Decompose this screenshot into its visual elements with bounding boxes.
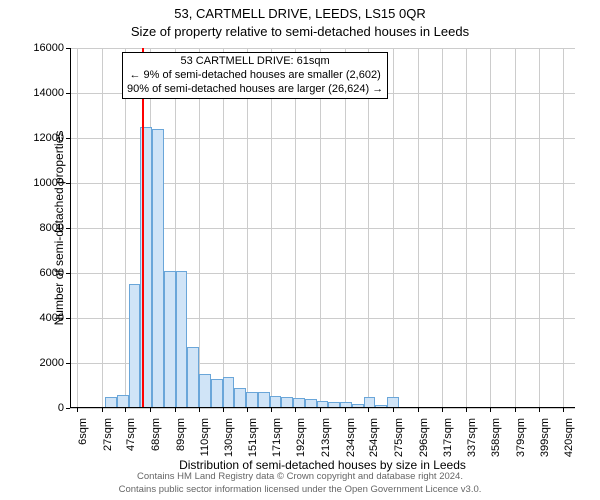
y-tick-label: 16000: [33, 42, 70, 54]
gridline-v: [368, 48, 369, 408]
histogram-bar: [187, 347, 199, 408]
histogram-bar: [117, 395, 129, 409]
histogram-bar: [234, 388, 246, 408]
x-axis-label: Distribution of semi-detached houses by …: [70, 458, 575, 472]
histogram-bar: [258, 392, 270, 408]
x-tick-mark: [515, 408, 516, 412]
x-tick-label: 130sqm: [223, 414, 235, 457]
x-tick-mark: [442, 408, 443, 412]
chart-title-main: 53, CARTMELL DRIVE, LEEDS, LS15 0QR: [0, 6, 600, 21]
footer-line-2: Contains public sector information licen…: [0, 484, 600, 495]
gridline-v: [563, 48, 564, 408]
gridline-v: [125, 48, 126, 408]
y-tick-label: 4000: [40, 312, 70, 324]
gridline-v: [102, 48, 103, 408]
plot-area: Number of semi-detached properties 02000…: [70, 48, 575, 408]
gridline-v: [490, 48, 491, 408]
chart-title-sub: Size of property relative to semi-detach…: [0, 24, 600, 39]
x-tick-mark: [539, 408, 540, 412]
x-tick-mark: [77, 408, 78, 412]
x-tick-label: 234sqm: [345, 414, 357, 457]
x-tick-label: 399sqm: [539, 414, 551, 457]
x-tick-mark: [295, 408, 296, 412]
x-tick-label: 110sqm: [199, 414, 211, 456]
gridline-v: [320, 48, 321, 408]
histogram-bar: [211, 379, 223, 408]
x-tick-label: 275sqm: [393, 414, 405, 457]
gridline-v: [223, 48, 224, 408]
x-tick-mark: [490, 408, 491, 412]
x-tick-mark: [223, 408, 224, 412]
x-tick-mark: [102, 408, 103, 412]
histogram-bar: [199, 374, 211, 408]
x-tick-label: 254sqm: [368, 414, 380, 457]
x-tick-label: 337sqm: [466, 414, 478, 457]
gridline-v: [199, 48, 200, 408]
x-axis-line: [70, 407, 575, 408]
gridline-v: [442, 48, 443, 408]
annotation-line: 90% of semi-detached houses are larger (…: [127, 83, 383, 97]
x-tick-mark: [199, 408, 200, 412]
y-tick-label: 10000: [33, 177, 70, 189]
x-tick-label: 68sqm: [150, 414, 162, 451]
gridline-v: [418, 48, 419, 408]
gridline-v: [271, 48, 272, 408]
x-tick-mark: [125, 408, 126, 412]
gridline-v: [515, 48, 516, 408]
gridline-h: [70, 408, 575, 409]
annotation-line: 53 CARTMELL DRIVE: 61sqm: [127, 55, 383, 69]
histogram-bar: [223, 377, 235, 409]
x-tick-mark: [563, 408, 564, 412]
x-tick-label: 420sqm: [563, 414, 575, 457]
histogram-bar: [129, 284, 141, 408]
property-marker-line: [142, 48, 144, 408]
x-tick-mark: [466, 408, 467, 412]
chart-container: 53, CARTMELL DRIVE, LEEDS, LS15 0QR Size…: [0, 0, 600, 500]
x-tick-mark: [150, 408, 151, 412]
x-tick-label: 213sqm: [320, 414, 332, 457]
gridline-v: [393, 48, 394, 408]
x-tick-mark: [393, 408, 394, 412]
y-tick-label: 14000: [33, 87, 70, 99]
histogram-bar: [152, 129, 164, 408]
y-tick-label: 6000: [40, 267, 70, 279]
y-axis-line: [70, 48, 71, 408]
y-tick-label: 8000: [40, 222, 70, 234]
histogram-bar: [164, 271, 176, 408]
x-tick-label: 27sqm: [102, 414, 114, 451]
annotation-box: 53 CARTMELL DRIVE: 61sqm← 9% of semi-det…: [122, 52, 388, 99]
x-tick-mark: [345, 408, 346, 412]
gridline-v: [345, 48, 346, 408]
y-tick-label: 0: [58, 402, 70, 414]
x-tick-label: 379sqm: [515, 414, 527, 457]
y-tick-label: 12000: [33, 132, 70, 144]
x-tick-label: 192sqm: [295, 414, 307, 457]
x-tick-mark: [247, 408, 248, 412]
x-tick-mark: [175, 408, 176, 412]
gridline-h: [70, 48, 575, 49]
gridline-v: [77, 48, 78, 408]
x-tick-label: 151sqm: [247, 414, 259, 457]
x-tick-mark: [320, 408, 321, 412]
x-tick-label: 317sqm: [442, 414, 454, 457]
x-tick-mark: [368, 408, 369, 412]
x-tick-label: 47sqm: [125, 414, 137, 451]
gridline-v: [539, 48, 540, 408]
gridline-v: [466, 48, 467, 408]
x-tick-label: 171sqm: [271, 414, 283, 457]
x-tick-label: 6sqm: [77, 414, 89, 445]
histogram-bar: [246, 392, 258, 408]
histogram-bar: [176, 271, 188, 408]
gridline-v: [247, 48, 248, 408]
y-tick-label: 2000: [40, 357, 70, 369]
footer-line-1: Contains HM Land Registry data © Crown c…: [0, 471, 600, 482]
x-tick-label: 89sqm: [175, 414, 187, 451]
x-tick-label: 296sqm: [418, 414, 430, 457]
x-tick-mark: [418, 408, 419, 412]
gridline-v: [295, 48, 296, 408]
annotation-line: ← 9% of semi-detached houses are smaller…: [127, 69, 383, 83]
x-tick-mark: [271, 408, 272, 412]
x-tick-label: 358sqm: [490, 414, 502, 457]
